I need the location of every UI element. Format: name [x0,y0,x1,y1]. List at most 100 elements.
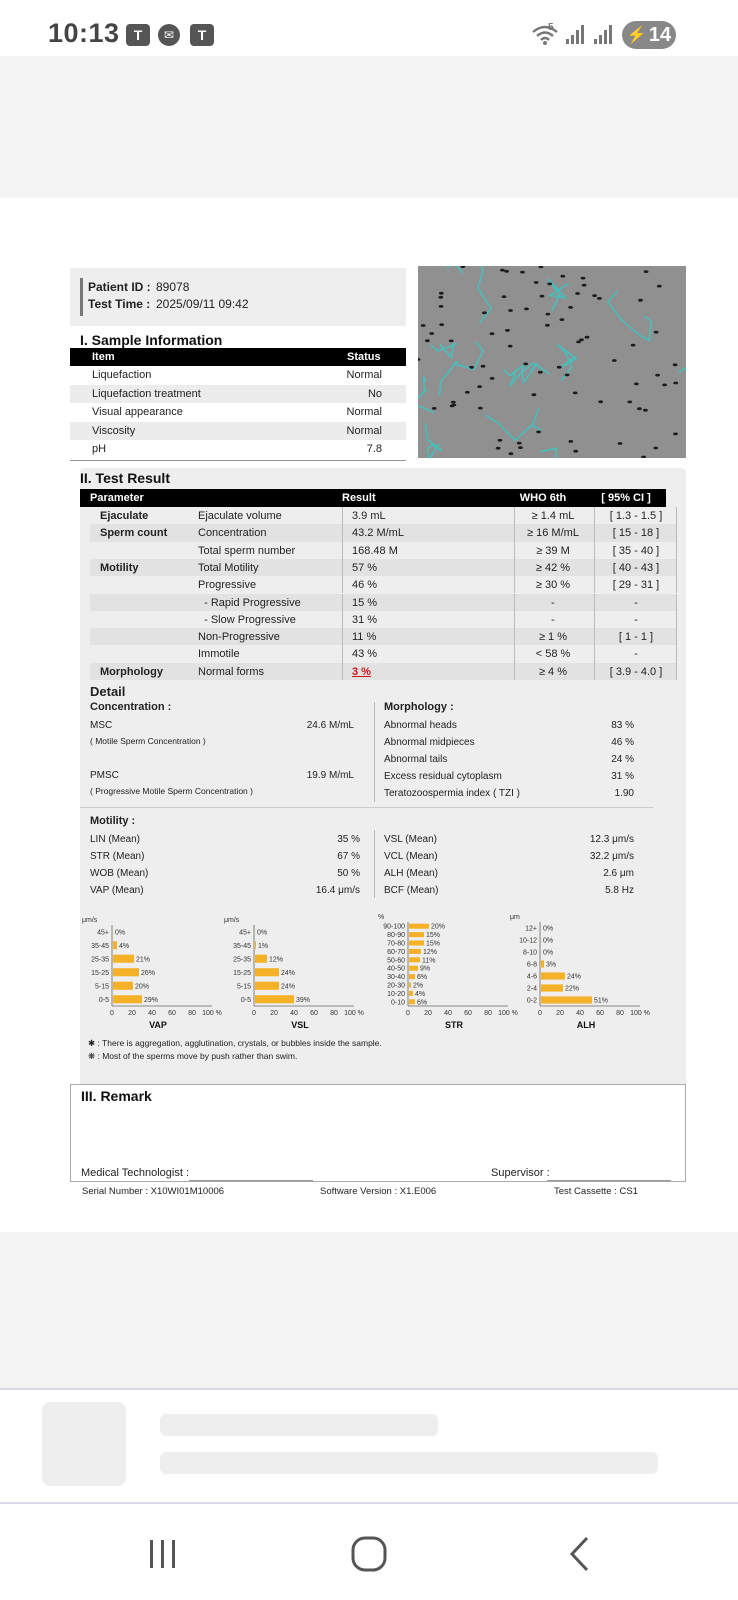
chart-category-label: 40-50 [387,966,405,973]
back-button[interactable] [560,1534,600,1574]
morphology-title: Morphology : [384,701,454,713]
chart-unit-label: μm/s [82,917,98,924]
result-value: 168.48 M [352,544,398,557]
result-group: Motility [100,561,139,574]
chart-category-label: 30-40 [387,974,405,981]
who-reference: ≥ 16 M/mL [527,527,579,540]
chart-bar [409,965,418,971]
chart-category-label: 0-5 [99,997,109,1004]
chart-category-label: 45+ [239,929,251,936]
chart-value-label: 39% [296,997,310,1004]
network-badge: 5 [548,22,554,33]
chart-title: VSL [291,1020,309,1030]
result-group: Ejaculate [100,510,149,522]
histogram-charts: μm/s 45+ 0% 35-45 4% 25-35 21% 15-25 26% 5-15 20% 0… [80,910,680,1030]
chart-x-tick: 20 [270,1010,278,1017]
motility-value: 2.6 μm [603,868,634,879]
result-table-row: - Rapid Progressive 15 % - - [90,593,677,611]
motility-value: 35 % [337,834,360,845]
confidence-interval: [ 15 - 18 ] [612,527,660,540]
sample-table-row: Liquefaction Normal [70,366,406,385]
chart-bar [113,995,142,1004]
test-result-panel: II. Test Result Parameter Result WHO 6th… [80,468,686,1098]
chart-value-label: 51% [594,998,608,1005]
motility-label: LIN (Mean) [90,834,141,845]
result-table-row: Morphology Normal forms 3 % ≥ 4 % [ 3.9 - 4.… [90,662,677,680]
motility-value: 5.8 Hz [605,885,634,896]
result-value: 46 % [352,579,378,592]
motility-label: VAP (Mean) [90,885,144,896]
chart-value-label: 0% [543,950,553,957]
chart-bar [409,932,424,938]
skeleton-subtitle [160,1452,658,1474]
sample-item: Liquefaction [92,369,152,381]
chart-x-tick: 80 [188,1010,196,1017]
chart-x-tick: 100 % [498,1010,518,1017]
who-reference: ≥ 42 % [535,561,571,574]
chart-category-label: 35-45 [233,943,251,950]
test-time-label: Test Time : [88,297,151,311]
result-table-row: - Slow Progressive 31 % - - [90,610,677,629]
result-group: Morphology [100,665,163,678]
result-value: 31 % [352,613,378,626]
chart-category-label: 25-35 [233,956,251,963]
wifi-icon [532,24,558,51]
chart-x-tick: 0 [406,1010,410,1017]
messenger-icon: ✉ [158,24,180,46]
chart-x-tick: 80 [330,1010,338,1017]
confidence-interval: [ 35 - 40 ] [612,544,660,557]
chart-category-label: 25-35 [91,956,109,963]
chart-value-label: 0% [115,929,125,936]
teams-icon: T [190,24,214,46]
chart-category-label: 0-5 [241,997,251,1004]
pmsc-sub: ( Progressive Motile Sperm Concentration… [90,786,253,796]
confidence-interval: - [634,613,638,626]
chart-title: STR [445,1020,464,1030]
result-parameter: Progressive [198,579,257,592]
chart-unit-label: μm [510,914,520,921]
morphology-value: 31 % [611,771,634,782]
pmsc-value: 19.9 M/mL [306,770,354,781]
chart-value-label: 22% [565,986,579,993]
confidence-interval: [ 3.9 - 4.0 ] [609,665,663,678]
chart-value-label: 15% [426,932,440,939]
result-value: 15 % [352,596,378,609]
chart-bar [409,923,429,929]
supervisor-label: Supervisor : [491,1167,550,1179]
chart-bar [113,954,134,963]
test-time: 2025/09/11 09:42 [156,297,249,311]
status-bar: 10:13 T ✉ T 5 ⚡ 14 [0,0,738,56]
result-value: 3.9 mL [352,510,386,522]
note-aggregation: ✱ : There is aggregation, agglutination,… [88,1038,382,1048]
result-table-row: Progressive 46 % ≥ 30 % [ 29 - 31 ] [90,576,677,594]
result-value: 11 % [352,631,377,644]
chart-value-label: 21% [136,956,150,963]
chart-value-label: 2% [413,983,423,990]
technologist-label: Medical Technologist : [81,1167,190,1179]
recents-icon [150,1540,175,1568]
histogram-str: % 90-100 20% 80-90 15% 70-80 15% 60-70 12% 50-60 1… [378,914,518,1030]
chart-category-label: 4-6 [527,974,537,981]
chart-value-label: 24% [281,970,295,977]
chart-bar [409,957,420,963]
chart-unit-label: μm/s [224,917,240,924]
chart-value-label: 15% [426,941,440,948]
sample-item: Viscosity [92,424,136,437]
chart-value-label: 26% [141,970,155,977]
chart-bar [255,968,279,977]
chart-value-label: 9% [420,966,430,973]
chart-value-label: 20% [135,983,149,990]
chart-value-label: 3% [546,962,556,969]
chart-category-label: 20-30 [387,983,405,990]
confidence-interval: [ 29 - 31 ] [612,579,660,592]
motility-label: STR (Mean) [90,851,145,862]
home-button[interactable] [346,1534,392,1574]
who-reference: ≥ 30 % [535,579,571,592]
recents-button[interactable] [140,1534,186,1574]
chart-category-label: 5-15 [237,983,251,990]
note-push-movement: ❋ : Most of the sperms move by push rath… [88,1051,298,1061]
chart-value-label: 4% [415,991,425,998]
result-parameter: Immotile [198,648,240,661]
motility-value: 50 % [337,868,360,879]
chart-category-label: 70-80 [387,941,405,948]
